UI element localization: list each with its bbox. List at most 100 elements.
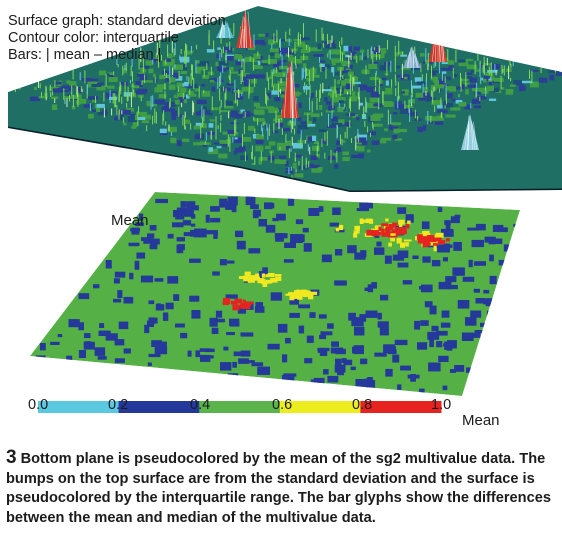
mean-plane-cell bbox=[248, 275, 256, 280]
surface-cell bbox=[279, 155, 286, 159]
surface-cell bbox=[292, 162, 297, 169]
surface-cell bbox=[230, 110, 238, 117]
surface-cell bbox=[342, 151, 349, 156]
mean-plane-cell bbox=[303, 243, 312, 252]
mean-plane-cell bbox=[428, 237, 432, 243]
mean-plane-cell bbox=[486, 310, 496, 317]
surface-cell bbox=[332, 152, 337, 158]
surface-cell bbox=[215, 61, 219, 67]
mean-plane-cell bbox=[306, 335, 314, 343]
surface-cell bbox=[146, 103, 157, 107]
surface-peak bbox=[461, 114, 479, 150]
surface-cell bbox=[222, 144, 228, 147]
surface-cell bbox=[151, 59, 159, 62]
mean-plane-cell bbox=[445, 276, 457, 283]
mean-plane-cell bbox=[397, 250, 409, 258]
mean-plane-cell bbox=[440, 322, 451, 328]
surface-cell bbox=[283, 128, 291, 132]
mean-plane-cell bbox=[421, 284, 433, 293]
mean-plane-cell bbox=[225, 294, 238, 299]
surface-cell bbox=[334, 164, 339, 169]
mean-plane-cell bbox=[217, 318, 225, 323]
colorbar-segment bbox=[38, 401, 120, 413]
mean-plane-cell bbox=[118, 321, 129, 330]
surface-cell bbox=[242, 112, 251, 117]
surface-cell bbox=[429, 116, 438, 121]
mean-plane-cell bbox=[190, 223, 196, 227]
surface-cell bbox=[393, 112, 398, 115]
mean-plane-cell bbox=[97, 356, 107, 360]
mean-plane-cell bbox=[304, 358, 313, 364]
surface-cell bbox=[206, 49, 215, 53]
surface-cell bbox=[183, 81, 189, 87]
mean-plane-cell bbox=[243, 305, 249, 309]
surface-cell bbox=[368, 63, 378, 69]
peak-glyph bbox=[223, 21, 225, 39]
surface-cell bbox=[194, 134, 202, 139]
surface-cell bbox=[343, 45, 349, 52]
surface-cell bbox=[176, 92, 186, 99]
mean-plane-cell bbox=[419, 388, 425, 395]
mean-plane-cell bbox=[489, 275, 497, 285]
surface-cell bbox=[123, 92, 132, 97]
surface-cell bbox=[167, 108, 175, 111]
surface-cell bbox=[332, 62, 336, 66]
surface-cell bbox=[270, 49, 276, 56]
surface-cell bbox=[548, 70, 560, 74]
surface-cell bbox=[487, 70, 498, 73]
mean-plane-cell bbox=[353, 230, 360, 234]
mean-plane-cell bbox=[405, 223, 410, 229]
surface-cell bbox=[238, 69, 242, 74]
mean-plane-cell bbox=[289, 312, 300, 318]
mean-plane-cell bbox=[388, 242, 392, 247]
mean-plane-cell bbox=[302, 227, 309, 233]
mean-plane-cell bbox=[445, 224, 451, 232]
mean-plane-cell bbox=[485, 298, 495, 307]
mean-plane-cell bbox=[397, 230, 406, 235]
surface-cell bbox=[417, 126, 423, 133]
mean-plane-cell bbox=[232, 373, 239, 382]
mean-plane-cell bbox=[334, 280, 347, 286]
mean-plane-cell bbox=[276, 234, 281, 239]
mean-plane-cell bbox=[136, 252, 146, 259]
surface-cell bbox=[518, 85, 526, 92]
mean-plane-cell bbox=[403, 239, 412, 242]
mean-plane-cell bbox=[498, 259, 511, 266]
mean-plane-cell bbox=[231, 205, 237, 213]
surface-cell bbox=[88, 113, 94, 119]
surface-cell bbox=[364, 86, 375, 89]
surface-cell bbox=[439, 79, 446, 85]
mean-plane-cell bbox=[351, 317, 364, 327]
mean-plane-cell bbox=[78, 322, 84, 331]
surface-cell bbox=[277, 67, 282, 74]
surface-cell bbox=[455, 99, 463, 104]
mean-plane-cell bbox=[449, 284, 458, 290]
surface-cell bbox=[144, 64, 150, 70]
surface-cell bbox=[267, 59, 278, 64]
mean-plane-cell bbox=[327, 323, 334, 329]
surface-cell bbox=[29, 96, 41, 102]
surface-cell bbox=[184, 119, 191, 124]
surface-cell bbox=[261, 42, 266, 46]
surface-cell bbox=[447, 93, 453, 99]
surface-cell bbox=[220, 110, 231, 113]
surface-cell bbox=[307, 123, 316, 127]
surface-cell bbox=[328, 105, 332, 111]
surface-cell bbox=[158, 94, 167, 99]
surface-cell bbox=[159, 132, 168, 135]
colorbar-segment bbox=[360, 401, 442, 413]
surface-cell bbox=[211, 86, 216, 92]
mean-plane-cell bbox=[295, 219, 304, 225]
mean-plane-cell bbox=[429, 305, 437, 315]
surface-cell bbox=[195, 66, 206, 71]
surface-cell bbox=[186, 84, 198, 88]
mean-plane-cell bbox=[381, 232, 388, 237]
surface-cell bbox=[425, 60, 429, 65]
surface-cell bbox=[384, 128, 388, 132]
surface-cell bbox=[401, 91, 405, 94]
legend-surface-line: Surface graph: standard deviation bbox=[8, 13, 226, 29]
mean-plane-cell bbox=[402, 280, 413, 285]
surface-cell bbox=[341, 122, 352, 127]
surface-cell bbox=[187, 50, 194, 53]
peak-glyph bbox=[472, 124, 476, 151]
